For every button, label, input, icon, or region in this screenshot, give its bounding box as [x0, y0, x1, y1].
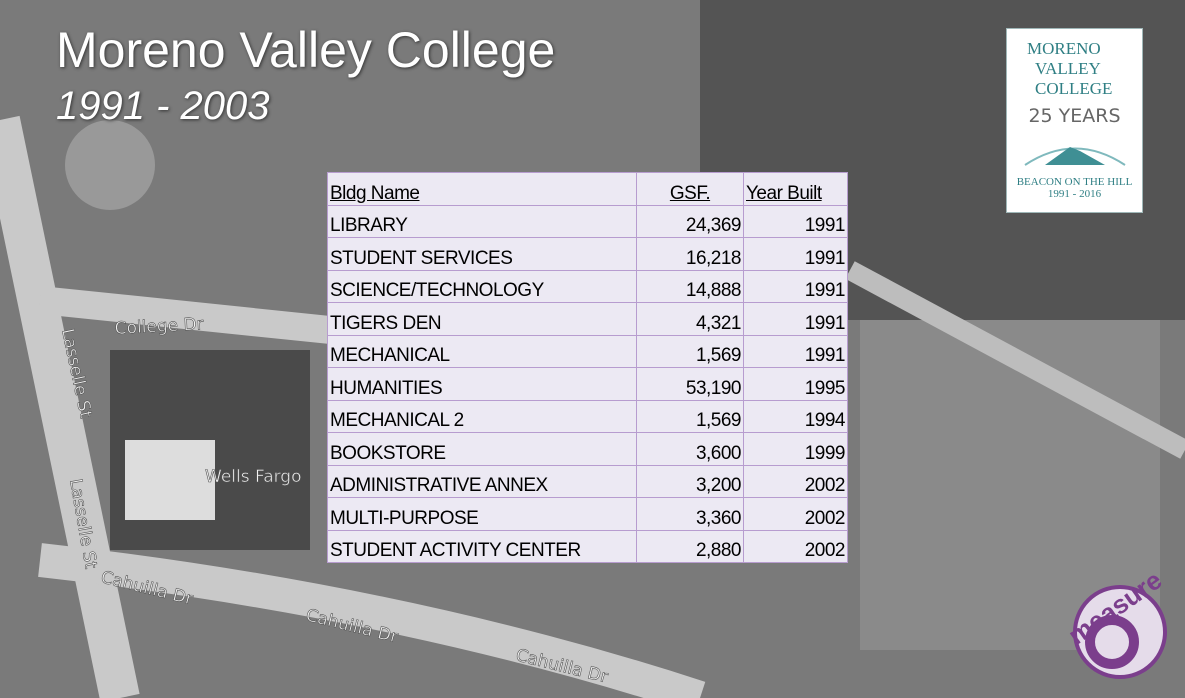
logo-text: VALLEY — [1027, 59, 1142, 79]
logo-motto: BEACON ON THE HILL — [1007, 176, 1142, 188]
table-cell: 1991 — [744, 205, 848, 238]
table-cell: MECHANICAL — [328, 335, 637, 368]
header-cell: GSF. — [637, 173, 744, 206]
table-cell: 53,190 — [637, 368, 744, 401]
table-cell: 1991 — [744, 335, 848, 368]
table-cell: 1995 — [744, 368, 848, 401]
table-cell: 2,880 — [637, 530, 744, 563]
table-cell: ADMINISTRATIVE ANNEX — [328, 465, 637, 498]
table-cell: 1,569 — [637, 400, 744, 433]
table-cell: SCIENCE/TECHNOLOGY — [328, 270, 637, 303]
table-cell: 3,600 — [637, 433, 744, 466]
table-cell: 1991 — [744, 238, 848, 271]
logo-text: COLLEGE — [1027, 79, 1142, 99]
table-cell: MECHANICAL 2 — [328, 400, 637, 433]
header-cell: Bldg Name — [328, 173, 637, 206]
logo-years: 25 YEARS — [1007, 105, 1142, 127]
title: Moreno Valley College — [56, 24, 555, 76]
slide: College DrLasselle StLasselle StWells Fa… — [0, 0, 1185, 698]
table-cell: STUDENT SERVICES — [328, 238, 637, 271]
table-cell: 16,218 — [637, 238, 744, 271]
subtitle: 1991 - 2003 — [56, 84, 270, 129]
table-cell: 1999 — [744, 433, 848, 466]
logo-mountain — [1015, 127, 1135, 171]
map-label: Wells Fargo — [205, 467, 302, 487]
table-cell: 3,200 — [637, 465, 744, 498]
college-logo: MORENO VALLEY COLLEGE 25 YEARS BEACON ON… — [1006, 28, 1143, 213]
table-cell: 1,569 — [637, 335, 744, 368]
table-cell: 3,360 — [637, 498, 744, 531]
table-cell: 14,888 — [637, 270, 744, 303]
table-cell: BOOKSTORE — [328, 433, 637, 466]
table-cell: LIBRARY — [328, 205, 637, 238]
table-cell: 2002 — [744, 498, 848, 531]
table-cell: 24,369 — [637, 205, 744, 238]
table-cell: HUMANITIES — [328, 368, 637, 401]
table-cell: 2002 — [744, 465, 848, 498]
table-cell: 1994 — [744, 400, 848, 433]
header-cell: Year Built — [744, 173, 848, 206]
table-cell: 1991 — [744, 303, 848, 336]
table-cell: 2002 — [744, 530, 848, 563]
table-cell: TIGERS DEN — [328, 303, 637, 336]
table-cell: 4,321 — [637, 303, 744, 336]
logo-text: MORENO — [1027, 39, 1142, 59]
table-cell: 1991 — [744, 270, 848, 303]
logo-dates: 1991 - 2016 — [1007, 188, 1142, 200]
table-cell: MULTI-PURPOSE — [328, 498, 637, 531]
table-cell: STUDENT ACTIVITY CENTER — [328, 530, 637, 563]
measure-badge: measure — [1060, 570, 1180, 690]
